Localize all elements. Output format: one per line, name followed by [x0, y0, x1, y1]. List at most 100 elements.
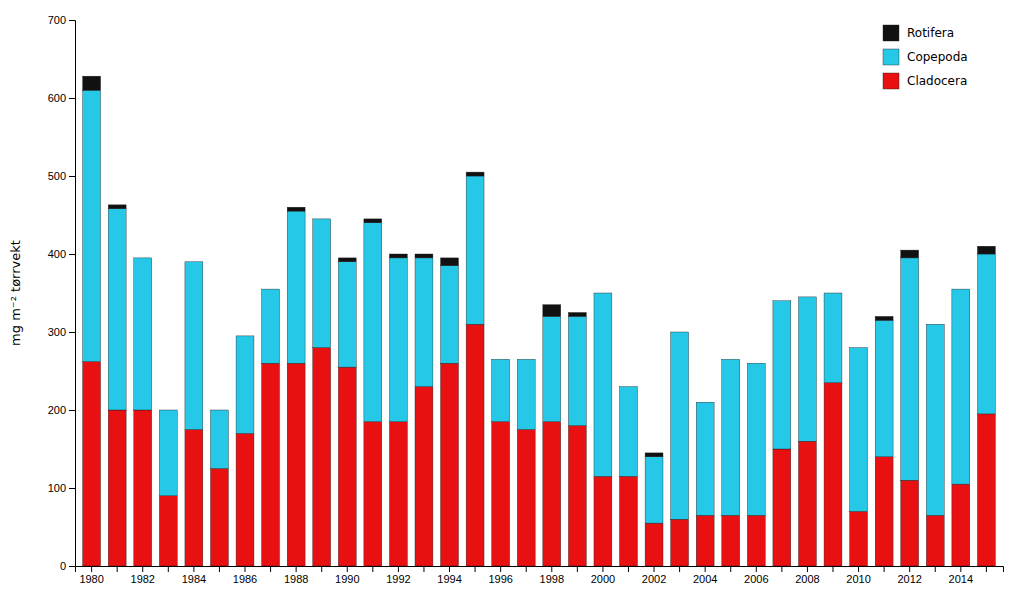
bar-segment	[977, 254, 995, 414]
legend-label: Cladocera	[907, 74, 967, 88]
x-axis: 1980198219841986198819901992199419961998…	[76, 566, 1004, 585]
bar-segment	[671, 332, 689, 519]
x-tick-label: 1980	[79, 573, 103, 585]
y-tick: 100	[48, 482, 75, 494]
bar-segment	[108, 209, 126, 410]
x-tick-mark	[219, 566, 220, 572]
bar-segment	[389, 254, 407, 258]
bar-segment	[364, 422, 382, 566]
x-tick: 2002	[642, 566, 666, 585]
legend-item: Copepoda	[883, 49, 968, 65]
x-tick	[219, 566, 220, 572]
x-tick	[935, 566, 936, 572]
x-tick-label: 2006	[744, 573, 768, 585]
bar-segment	[134, 410, 152, 566]
chart: 1980198219841986198819901992199419961998…	[0, 0, 1023, 611]
x-tick-mark	[781, 566, 782, 572]
x-tick: 1988	[284, 566, 308, 585]
bar-segment	[210, 469, 228, 567]
bar-segment	[466, 172, 484, 176]
x-tick-mark	[193, 566, 194, 572]
x-tick-label: 2004	[693, 573, 717, 585]
x-tick	[832, 566, 833, 572]
x-tick-mark	[577, 566, 578, 572]
x-tick-label: 1986	[233, 573, 257, 585]
x-tick-mark	[398, 566, 399, 572]
bar-segment	[901, 250, 919, 258]
x-tick	[884, 566, 885, 572]
x-tick: 2010	[846, 566, 870, 585]
x-tick-label: 2008	[795, 573, 819, 585]
bar-segment	[977, 414, 995, 566]
bar-segment	[620, 387, 638, 477]
x-tick	[628, 566, 629, 572]
x-tick-mark	[628, 566, 629, 572]
bar-segment	[159, 496, 177, 566]
bar-segment	[747, 363, 765, 515]
bar-segment	[108, 410, 126, 566]
x-tick-label: 1984	[182, 573, 206, 585]
bar-segment	[185, 261, 203, 262]
bar-segment	[287, 211, 305, 363]
legend-label: Rotifera	[907, 26, 954, 40]
x-tick-mark	[832, 566, 833, 572]
bar-segment	[594, 476, 612, 566]
bar-segment	[108, 205, 126, 209]
legend: Rotifera Copepoda Cladocera	[883, 25, 968, 89]
x-tick-mark	[372, 566, 373, 572]
x-tick-mark	[142, 566, 143, 572]
bar-segment	[83, 90, 101, 361]
x-tick-label: 1982	[131, 573, 155, 585]
bar-segment	[798, 297, 816, 441]
y-tick: 200	[48, 404, 75, 416]
x-tick	[781, 566, 782, 572]
bar-segment	[671, 332, 689, 333]
bar-segment	[696, 402, 714, 403]
x-tick-mark	[730, 566, 731, 572]
x-tick-label: 1988	[284, 573, 308, 585]
x-tick: 2014	[949, 566, 973, 585]
x-tick-mark	[679, 566, 680, 572]
x-tick-mark	[909, 566, 910, 572]
y-tick-label: 700	[48, 14, 66, 26]
x-tick-label: 2002	[642, 573, 666, 585]
x-tick-mark	[705, 566, 706, 572]
bar-segment	[313, 218, 331, 219]
x-tick: 1984	[182, 566, 206, 585]
bar-segment	[901, 480, 919, 566]
bar-segment	[415, 258, 433, 387]
x-tick-mark	[449, 566, 450, 572]
x-tick	[423, 566, 424, 572]
bar-segment	[517, 430, 535, 567]
y-axis-line	[69, 21, 76, 567]
x-tick: 1996	[488, 566, 512, 585]
bar-segment	[338, 258, 356, 262]
bar-segment	[492, 422, 510, 566]
x-tick-mark	[321, 566, 322, 572]
bar-segment	[722, 359, 740, 515]
bar-segment	[747, 515, 765, 566]
bar-segment	[824, 383, 842, 566]
bar-segment	[466, 176, 484, 324]
x-tick-mark	[986, 566, 987, 572]
x-tick-mark	[423, 566, 424, 572]
y-tick-label: 0	[60, 560, 66, 572]
x-tick-mark	[270, 566, 271, 572]
x-tick-mark	[500, 566, 501, 572]
y-axis-title: mg m⁻² tørrvekt	[8, 240, 23, 346]
bar-segment	[722, 515, 740, 566]
y-tick-mark	[69, 20, 75, 21]
x-tick-mark	[807, 566, 808, 572]
y-tick-label: 500	[48, 170, 66, 182]
bar-segment	[952, 289, 970, 290]
bar-segment	[798, 441, 816, 566]
x-tick	[986, 566, 987, 572]
x-tick-label: 2000	[591, 573, 615, 585]
x-tick	[526, 566, 527, 572]
x-tick-label: 1990	[335, 573, 359, 585]
bar-segment	[338, 367, 356, 566]
y-tick-mark	[69, 98, 75, 99]
bar-segment	[773, 301, 791, 449]
x-tick-mark	[960, 566, 961, 572]
bar-segment	[262, 363, 280, 566]
